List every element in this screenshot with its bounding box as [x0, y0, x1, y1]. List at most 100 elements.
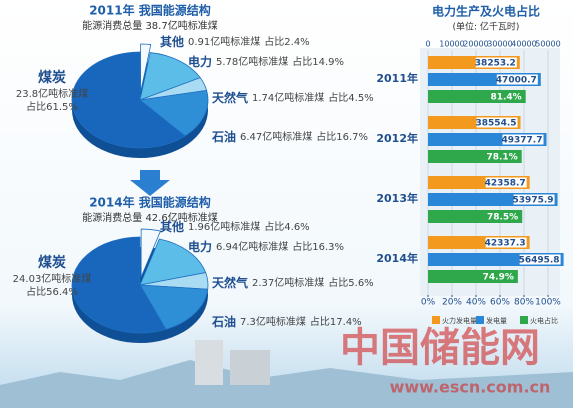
pie-slice	[71, 236, 167, 334]
category-label: 2014年	[376, 251, 418, 265]
arrow	[130, 170, 170, 196]
value-label-bg	[476, 117, 518, 128]
category-name: 其他	[160, 219, 184, 234]
category-name: 其他	[160, 34, 184, 49]
value-label: 78.5%	[487, 213, 518, 223]
amount-label: 5.78亿吨标准煤	[216, 55, 288, 68]
category-name: 煤炭	[38, 69, 66, 86]
bar	[428, 90, 526, 103]
category-name: 电力	[188, 54, 212, 69]
building	[230, 350, 270, 385]
value-label: 42358.7	[485, 179, 526, 189]
value-label: 81.4%	[490, 93, 521, 103]
bar	[428, 210, 523, 223]
value-label: 56495.8	[519, 256, 560, 266]
slice-label: 石油 7.3亿吨标准煤 占比17.4%	[211, 314, 362, 329]
x-tick-label: 30000	[487, 40, 512, 49]
slice-label: 天然气 2.37亿吨标准煤 占比5.6%	[212, 275, 374, 290]
share-label: 占比61.5%	[26, 100, 78, 113]
value-label-bg	[513, 194, 555, 205]
category-name: 煤炭	[38, 254, 66, 271]
watermark-title: 中国储能网	[340, 325, 540, 371]
pie-slice	[140, 43, 152, 93]
value-label: 42337.3	[485, 239, 526, 249]
legend-swatch	[520, 316, 528, 324]
pie-slice	[140, 228, 162, 278]
amount-label: 1.96亿吨标准煤	[188, 220, 260, 233]
x2-tick-label: 60%	[490, 298, 510, 308]
amount-label: 2.37亿吨标准煤	[252, 276, 324, 289]
pie-slice	[139, 89, 209, 137]
amount-label: 0.91亿吨标准煤	[188, 35, 260, 48]
x-tick-label: 20000	[463, 40, 488, 49]
slice-label: 天然气 1.74亿吨标准煤 占比4.5%	[212, 90, 374, 105]
category-label: 2012年	[376, 131, 418, 145]
pie-slice	[71, 51, 186, 149]
share-label: 占比2.4%	[264, 35, 309, 48]
slice-label: 电力 6.94亿吨标准煤 占比16.3%	[188, 239, 344, 254]
slice-label: 电力 5.78亿吨标准煤 占比14.9%	[188, 54, 344, 69]
slice-label: 石油 6.47亿吨标准煤 占比16.7%	[211, 129, 368, 144]
pie-slice	[139, 284, 209, 330]
pie-title: 2014年 我国能源结构	[89, 195, 211, 210]
amount-label: 7.3亿吨标准煤	[240, 315, 306, 328]
x-tick-label: 50000	[535, 40, 560, 49]
value-label: 38253.2	[475, 59, 516, 69]
layer: 2011年 我国能源结构能源消费总量 38.7亿吨标准煤其他 0.91亿吨标准煤占…	[13, 3, 564, 397]
x2-tick-label: 100%	[535, 298, 561, 308]
legend-label: 火电占比	[530, 316, 558, 325]
share-label: 占比4.6%	[264, 220, 309, 233]
value-label-bg	[485, 237, 527, 248]
x-tick-label: 40000	[511, 40, 536, 49]
category-name: 石油	[211, 314, 236, 329]
slice-label: 其他 0.91亿吨标准煤 占比2.4%	[160, 34, 310, 49]
pie-title: 2011年 我国能源结构	[89, 3, 211, 18]
x2-tick-label: 40%	[466, 298, 486, 308]
x2-tick-label: 20%	[442, 298, 462, 308]
category-label: 2013年	[376, 191, 418, 205]
pie-subtitle: 能源消费总量 42.6亿吨标准煤	[82, 211, 217, 224]
value-label: 53975.9	[513, 196, 554, 206]
share-label: 占比16.3%	[292, 240, 344, 253]
category-name: 电力	[188, 239, 212, 254]
landscape	[0, 360, 573, 408]
value-label: 78.1%	[486, 153, 517, 163]
value-label-bg	[502, 134, 544, 145]
x-tick-label: 0	[425, 40, 430, 49]
legend-label: 火力发电量	[442, 316, 477, 325]
pie-slice	[139, 52, 201, 101]
category-label: 2011年	[376, 71, 418, 85]
legend-swatch	[432, 316, 440, 324]
amount-label: 24.03亿吨标准煤	[13, 272, 92, 285]
share-label: 占比5.6%	[328, 276, 373, 289]
amount-label: 6.94亿吨标准煤	[216, 240, 288, 253]
bar	[428, 150, 522, 163]
value-label: 38554.5	[476, 119, 517, 129]
pie-subtitle: 能源消费总量 38.7亿吨标准煤	[82, 19, 217, 32]
legend-swatch	[476, 316, 484, 324]
amount-label: 23.8亿吨标准煤	[16, 87, 88, 100]
value-label-bg	[485, 177, 527, 188]
category-name: 天然气	[212, 275, 248, 290]
building	[195, 340, 223, 385]
value-label-bg	[475, 57, 517, 68]
amount-label: 1.74亿吨标准煤	[252, 91, 324, 104]
chart-subtitle: (单位: 亿千瓦时)	[453, 21, 520, 33]
value-label-bg	[519, 254, 561, 265]
share-label: 占比17.4%	[310, 315, 362, 328]
share-label: 占比14.9%	[292, 55, 344, 68]
x2-tick-label: 0%	[421, 298, 436, 308]
share-label: 占比56.4%	[26, 285, 78, 298]
amount-label: 6.47亿吨标准煤	[240, 130, 312, 143]
share-label: 占比4.5%	[328, 91, 373, 104]
value-label: 47000.7	[496, 76, 537, 86]
slice-label: 其他 1.96亿吨标准煤 占比4.6%	[160, 219, 310, 234]
chart-title: 电力生产及火电占比	[432, 4, 540, 19]
value-label-bg	[496, 74, 538, 85]
legend-label: 发电量	[486, 316, 507, 325]
share-label: 占比16.7%	[316, 130, 368, 143]
category-name: 天然气	[212, 90, 248, 105]
x2-tick-label: 80%	[514, 298, 534, 308]
bar	[428, 270, 518, 283]
x-tick-label: 10000	[439, 40, 464, 49]
